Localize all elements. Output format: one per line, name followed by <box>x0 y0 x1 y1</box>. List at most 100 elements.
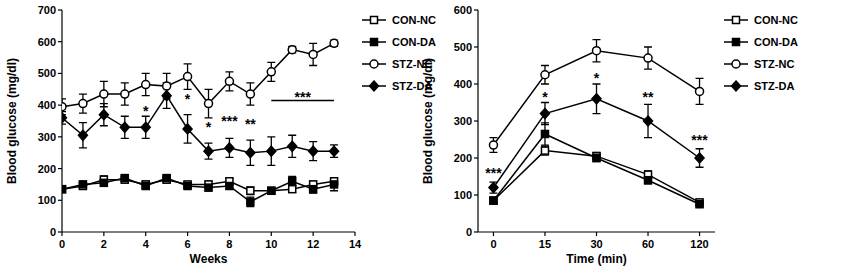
legend-label: CON-DA <box>754 36 798 48</box>
data-point <box>204 146 213 156</box>
error-bar <box>644 177 652 184</box>
x-tick <box>699 232 700 236</box>
y-tick-label: 500 <box>454 41 472 53</box>
y-tick <box>58 73 62 74</box>
x-tick <box>145 232 146 236</box>
y-tick-label: 400 <box>454 78 472 90</box>
data-point <box>267 146 276 156</box>
data-point <box>225 77 233 85</box>
significance-label: * <box>185 91 191 107</box>
data-point <box>490 197 497 204</box>
data-point <box>310 186 317 193</box>
data-point <box>541 71 549 79</box>
error-bar <box>541 103 549 125</box>
data-point <box>541 147 548 154</box>
error-bar <box>142 116 150 138</box>
x-axis-label: Weeks <box>190 252 228 266</box>
plot-area <box>489 40 704 208</box>
error-bar <box>489 198 497 204</box>
error-bar <box>225 183 233 189</box>
data-point <box>99 110 108 120</box>
x-tick-label: 120 <box>690 238 708 250</box>
data-point <box>62 113 67 123</box>
y-tick-label: 600 <box>454 4 472 16</box>
error-bar <box>267 188 275 194</box>
error-bar <box>644 47 652 69</box>
data-point <box>540 109 549 119</box>
error-bar <box>593 40 601 62</box>
data-point <box>309 50 317 58</box>
series-line <box>493 51 699 145</box>
x-tick <box>493 232 494 236</box>
data-point <box>226 183 233 190</box>
error-bar <box>62 186 66 192</box>
significance-label: ** <box>643 89 654 105</box>
data-point <box>490 197 497 204</box>
data-point <box>268 187 275 194</box>
y-tick <box>474 231 478 232</box>
data-point <box>205 100 213 108</box>
x-tick-label: 6 <box>185 238 191 250</box>
y-tick-label: 500 <box>38 67 56 79</box>
significance-label: * <box>206 119 212 135</box>
error-bar <box>142 73 150 95</box>
x-tick-label: 0 <box>490 238 496 250</box>
error-bar <box>288 186 296 192</box>
data-point <box>489 183 498 193</box>
data-point <box>121 90 129 98</box>
y-tick <box>58 136 62 137</box>
y-tick <box>58 168 62 169</box>
error-bar <box>121 175 129 181</box>
data-point <box>696 87 704 95</box>
data-point <box>184 183 191 190</box>
y-tick-label: 100 <box>38 194 56 206</box>
significance-label: ** <box>245 116 256 132</box>
error-bar <box>288 177 296 187</box>
data-point <box>79 181 86 188</box>
legend-marker <box>371 39 378 46</box>
chart: 010020030040050060070002468101214WeeksBl… <box>5 4 436 266</box>
error-bar <box>100 104 108 126</box>
y-tick-label: 400 <box>38 99 56 111</box>
x-axis-label: Time (min) <box>566 252 626 266</box>
y-tick-label: 200 <box>454 152 472 164</box>
y-tick <box>474 157 478 158</box>
x-tick <box>354 232 355 236</box>
legend-marker <box>371 17 378 24</box>
x-tick-label: 0 <box>59 238 65 250</box>
x-tick <box>544 232 545 236</box>
y-tick-label: 300 <box>454 115 472 127</box>
y-tick <box>58 41 62 42</box>
error-bar <box>121 116 129 138</box>
data-point <box>268 187 275 194</box>
x-tick-label: 4 <box>143 238 150 250</box>
data-point <box>644 54 652 62</box>
legend-label: STZ-DA <box>754 80 794 92</box>
y-tick <box>474 83 478 84</box>
error-bar <box>62 186 66 192</box>
error-bar <box>593 154 601 161</box>
error-bar <box>163 175 171 181</box>
y-tick <box>474 120 478 121</box>
y-tick <box>58 105 62 106</box>
legend-label: CON-DA <box>392 36 436 48</box>
data-point <box>62 103 66 111</box>
x-tick-label: 14 <box>349 238 362 250</box>
error-bar <box>163 83 171 108</box>
series-line <box>62 96 334 153</box>
data-point <box>309 146 318 156</box>
data-point <box>62 186 66 193</box>
error-bar <box>62 111 66 124</box>
data-point <box>79 100 87 108</box>
legend-label: STZ-NC <box>754 58 794 70</box>
error-bar <box>246 140 254 165</box>
data-point <box>288 46 296 54</box>
significance-label: *** <box>691 132 708 148</box>
x-tick-label: 30 <box>590 238 602 250</box>
y-tick <box>474 9 478 10</box>
error-bar <box>225 138 233 157</box>
error-bar <box>696 201 704 207</box>
error-bar <box>330 40 338 46</box>
data-point <box>267 68 275 76</box>
data-point <box>246 148 255 158</box>
